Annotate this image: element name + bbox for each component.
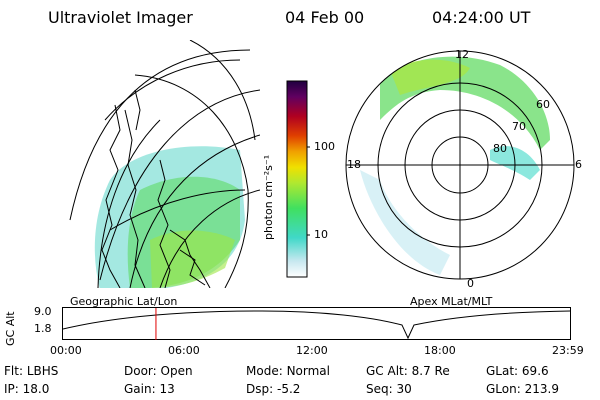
mlt-label-12: 12 bbox=[455, 48, 469, 61]
status-gc-alt: GC Alt: 8.7 Re bbox=[366, 364, 450, 378]
colorbar-unit-label: photon cm⁻²s⁻¹ bbox=[262, 154, 275, 240]
altitude-xtick-3: 18:00 bbox=[424, 344, 456, 357]
instrument-title: Ultraviolet Imager bbox=[48, 8, 193, 27]
date-label: 04 Feb 00 bbox=[285, 8, 365, 27]
status-mode: Mode: Normal bbox=[246, 364, 330, 378]
mlat-label-60: 60 bbox=[536, 98, 550, 111]
apex-label: Apex MLat/MLT bbox=[410, 295, 493, 308]
altitude-ytick-high: 9.0 bbox=[34, 305, 52, 318]
mlt-label-6: 6 bbox=[575, 158, 582, 171]
altitude-xtick-4: 23:59 bbox=[552, 344, 584, 357]
status-gain: Gain: 13 bbox=[124, 382, 175, 396]
mlat-label-80: 80 bbox=[493, 142, 507, 155]
polar-plot bbox=[345, 50, 575, 280]
mlt-label-18: 18 bbox=[347, 158, 361, 171]
geographic-map bbox=[69, 40, 260, 288]
status-flt: Flt: LBHS bbox=[4, 364, 59, 378]
time-label: 04:24:00 UT bbox=[432, 8, 531, 27]
status-dsp: Dsp: -5.2 bbox=[246, 382, 301, 396]
status-ip: IP: 18.0 bbox=[4, 382, 50, 396]
altitude-ytick-low: 1.8 bbox=[34, 322, 52, 335]
altitude-xtick-0: 00:00 bbox=[50, 344, 82, 357]
status-glon: GLon: 213.9 bbox=[486, 382, 559, 396]
status-seq: Seq: 30 bbox=[366, 382, 412, 396]
status-glat: GLat: 69.6 bbox=[486, 364, 549, 378]
colorbar-tick-100: 100 bbox=[314, 140, 335, 153]
altitude-xtick-2: 12:00 bbox=[296, 344, 328, 357]
colorbar-tick-10: 10 bbox=[314, 228, 328, 241]
altitude-ylabel: GC Alt bbox=[4, 311, 17, 346]
mlat-label-70: 70 bbox=[512, 120, 526, 133]
geographic-label: Geographic Lat/Lon bbox=[70, 295, 178, 308]
altitude-xtick-1: 06:00 bbox=[168, 344, 200, 357]
mlt-label-0: 0 bbox=[467, 277, 474, 290]
status-door: Door: Open bbox=[124, 364, 193, 378]
colorbar bbox=[286, 80, 310, 278]
altitude-plot bbox=[62, 307, 571, 340]
